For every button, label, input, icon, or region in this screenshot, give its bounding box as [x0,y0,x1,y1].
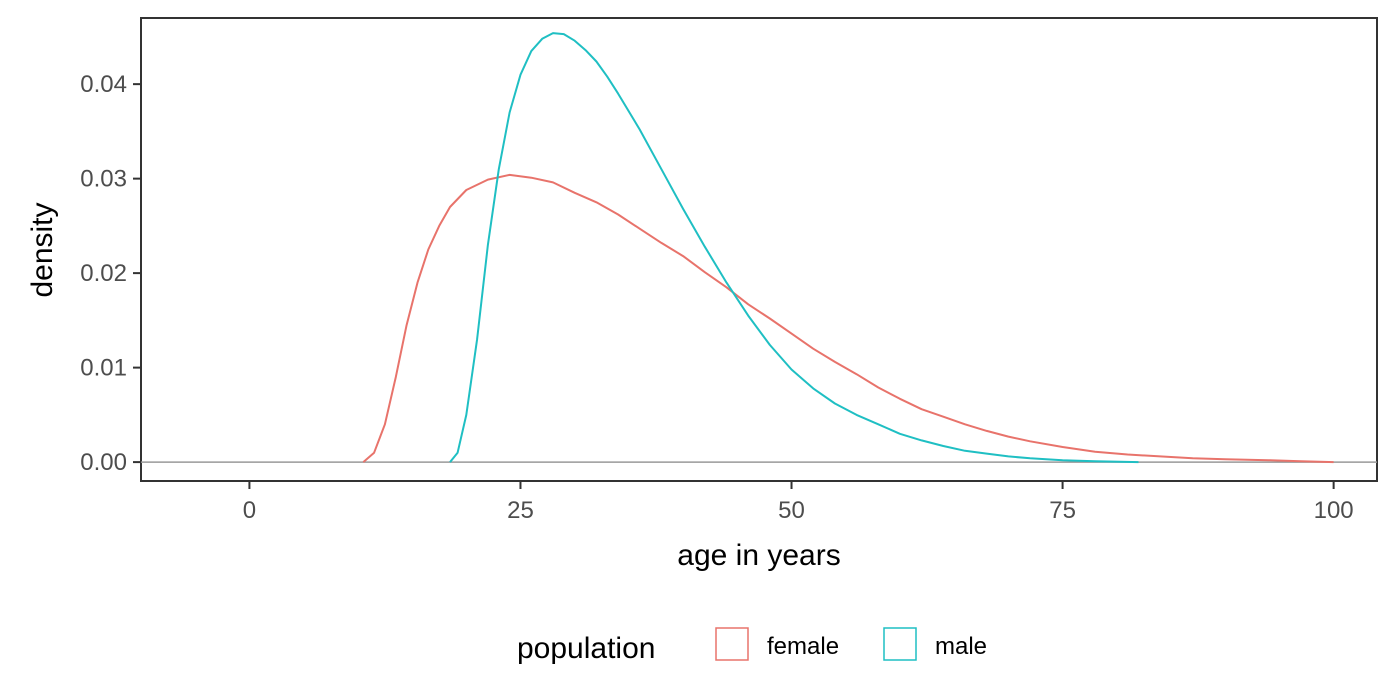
y-tick-label: 0.04 [80,71,127,98]
series-lines [362,32,1334,464]
x-tick-label: 50 [778,497,805,524]
y-axis: 0.00 0.01 0.02 0.03 0.04 [80,71,141,476]
series-line-female [362,173,1334,464]
legend-label-male: male [935,633,987,660]
legend-title: population [517,632,655,665]
x-tick-label: 100 [1314,497,1354,524]
panel-border [140,17,1378,482]
x-tick-label: 25 [507,497,534,524]
y-tick-label: 0.02 [80,260,127,287]
y-tick-label: 0.00 [80,449,127,476]
series-line-male [449,32,1139,464]
x-axis: 0 25 50 75 100 [243,481,1354,524]
legend: population female male [517,627,987,665]
y-tick-label: 0.03 [80,166,127,193]
x-axis-title: age in years [677,539,840,572]
legend-label-female: female [767,633,839,660]
y-axis-title: density [26,202,59,297]
legend-key-female [715,627,749,661]
legend-key-male [883,627,917,661]
y-tick-label: 0.01 [80,355,127,382]
x-tick-label: 0 [243,497,256,524]
x-tick-label: 75 [1049,497,1076,524]
